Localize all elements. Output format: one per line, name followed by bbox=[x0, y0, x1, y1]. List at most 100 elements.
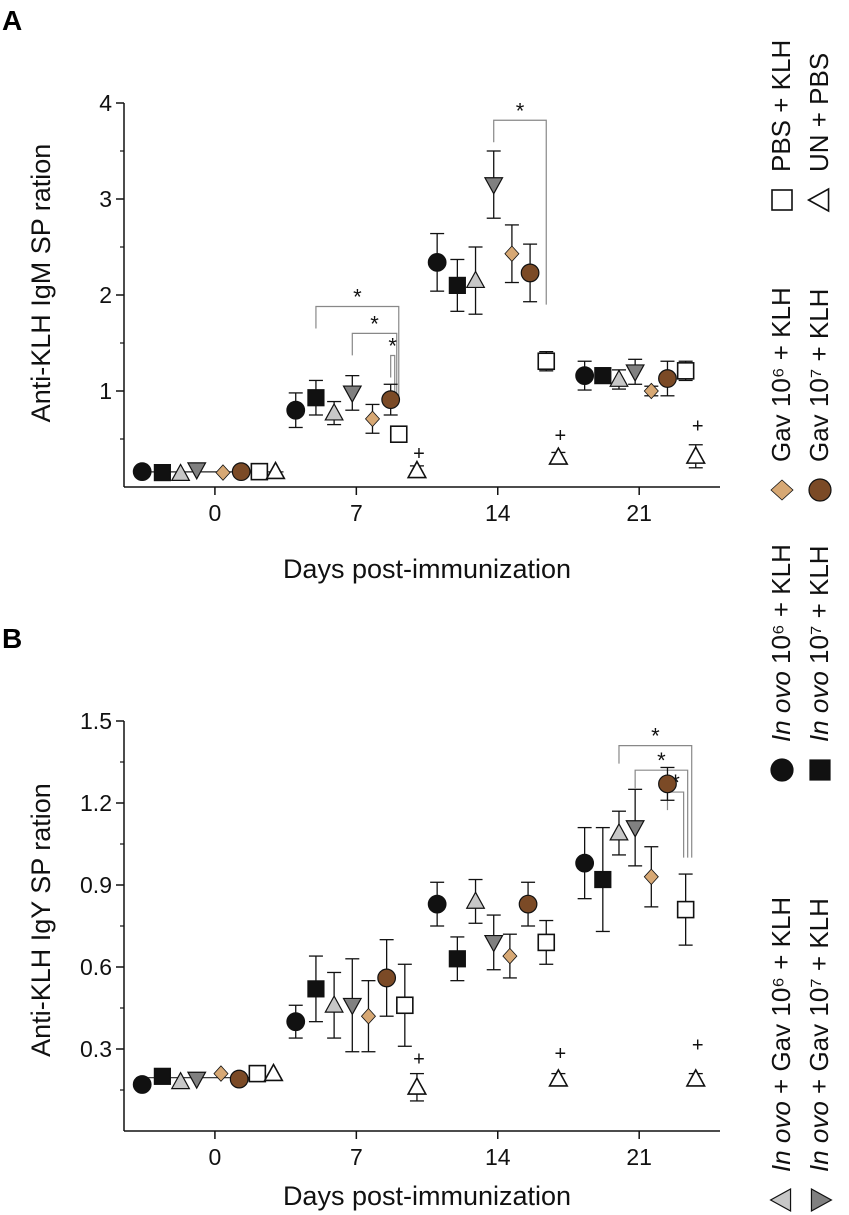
legend-item-inovo6-text: 10⁶ + KLH bbox=[766, 544, 796, 671]
data-point-un bbox=[685, 1068, 706, 1087]
y-tick-label: 0.9 bbox=[80, 872, 112, 898]
data-point-inovo_gav7 bbox=[186, 462, 207, 481]
y-tick-label: 0.6 bbox=[80, 954, 112, 980]
legend-item-pbs-label: PBS + KLH bbox=[766, 40, 796, 172]
y-tick-label: 1 bbox=[99, 378, 112, 404]
x-tick-label: 21 bbox=[626, 1144, 652, 1170]
data-point-pbs bbox=[248, 1064, 267, 1083]
data-point-inovo7 bbox=[307, 389, 325, 407]
legend-item-inovo_gav6-prefix: In ovo bbox=[766, 1101, 796, 1172]
data-point-inovo_gav7 bbox=[483, 177, 504, 195]
data-point-gav6 bbox=[643, 868, 659, 886]
data-point-un bbox=[265, 460, 286, 480]
data-point-pbs bbox=[389, 425, 408, 444]
chart-panel-a: 1 2 3 4 0 7 14 21 Days post-immunization Anti-KLH… bbox=[26, 90, 720, 584]
y-tick-label: 2 bbox=[99, 282, 112, 308]
legend-item-inovo_gav7-text: + Gav 10⁷ + KLH bbox=[804, 898, 834, 1101]
data-point-inovo_gav6 bbox=[465, 270, 486, 289]
data-point-inovo_gav7 bbox=[625, 820, 645, 838]
panel-label-a: A bbox=[2, 5, 22, 36]
significance-star: * bbox=[353, 285, 362, 310]
data-point-inovo6 bbox=[575, 853, 595, 873]
data-point-gav7 bbox=[518, 894, 538, 914]
data-point-inovo_gav7 bbox=[342, 385, 363, 404]
significance-bracket bbox=[666, 791, 685, 858]
legend-item-inovo7-symbol bbox=[809, 759, 831, 781]
significance-star: * bbox=[651, 724, 660, 749]
data-point-inovo_gav6 bbox=[609, 822, 629, 841]
data-point-inovo7 bbox=[448, 950, 466, 968]
data-point-inovo6 bbox=[575, 366, 595, 386]
plus-mark: + bbox=[692, 1035, 704, 1057]
data-point-inovo6 bbox=[286, 1012, 306, 1032]
data-point-gav6 bbox=[215, 464, 231, 481]
data-point-un bbox=[548, 1068, 569, 1087]
panel-label-b: B bbox=[2, 623, 22, 654]
data-point-inovo7 bbox=[153, 464, 171, 482]
y-tick-label: 1.5 bbox=[80, 708, 112, 734]
data-point-inovo6 bbox=[427, 252, 447, 272]
legend-item-inovo_gav6-symbol bbox=[769, 1187, 792, 1213]
legend-item-inovo_gav7-marker bbox=[810, 1187, 833, 1213]
y-axis-label: Anti-KLH IgM SP ration bbox=[26, 144, 56, 423]
data-point-gav7 bbox=[658, 774, 677, 794]
x-axis-label: Days post-immunization bbox=[283, 554, 571, 584]
data-point-inovo6 bbox=[132, 462, 152, 482]
legend-item-un-text: UN + PBS bbox=[804, 53, 834, 172]
data-point-inovo7 bbox=[594, 870, 612, 889]
legend-item-un-label: UN + PBS bbox=[804, 53, 834, 172]
data-point-gav6 bbox=[360, 1007, 377, 1025]
chart-panel-b: 0.3 0.6 0.9 1.2 1.5 0 7 14 21 Days post-immunizat… bbox=[26, 708, 720, 1211]
data-point-gav6 bbox=[502, 947, 518, 965]
legend-item-inovo6-prefix: In ovo bbox=[766, 671, 796, 742]
data-point-gav7 bbox=[231, 462, 251, 482]
data-point-inovo_gav7 bbox=[186, 1071, 207, 1090]
plus-mark: + bbox=[692, 415, 704, 437]
legend-item-inovo6-label: In ovo 10⁶ + KLH bbox=[766, 544, 796, 742]
legend-item-inovo_gav7-prefix: In ovo bbox=[804, 1101, 834, 1172]
data-point-pbs bbox=[537, 933, 556, 952]
data-point-inovo_gav6 bbox=[324, 994, 344, 1013]
x-tick-label: 0 bbox=[209, 500, 222, 526]
significance-bracket bbox=[493, 119, 547, 305]
legend-item-gav6-label: Gav 10⁶ + KLH bbox=[766, 287, 796, 462]
significance-star: * bbox=[388, 333, 397, 358]
x-tick-label: 7 bbox=[350, 500, 363, 526]
y-tick-label: 0.3 bbox=[80, 1036, 112, 1062]
legend-item-inovo6-symbol bbox=[770, 758, 794, 782]
data-point-inovo_gav7 bbox=[625, 364, 645, 383]
data-point-pbs bbox=[250, 462, 269, 481]
data-point-gav7 bbox=[381, 390, 401, 410]
legend-item-inovo7-marker bbox=[809, 759, 831, 781]
data-point-gav6 bbox=[504, 245, 520, 263]
legend-item-gav6-text: Gav 10⁶ + KLH bbox=[766, 287, 796, 462]
data-point-inovo7 bbox=[153, 1067, 171, 1085]
data-point-un bbox=[685, 445, 706, 464]
legend-item-gav6-symbol bbox=[770, 479, 794, 501]
significance-bracket bbox=[618, 745, 693, 858]
legend-item-gav7-symbol bbox=[808, 478, 832, 502]
data-point-inovo_gav6 bbox=[465, 891, 486, 909]
data-point-inovo7 bbox=[448, 276, 466, 294]
legend-item-inovo_gav7-symbol bbox=[810, 1187, 833, 1213]
legend-item-inovo_gav6-text: + Gav 10⁶ + KLH bbox=[766, 897, 796, 1101]
legend-item-pbs-marker bbox=[771, 189, 793, 211]
data-point-inovo6 bbox=[427, 894, 447, 914]
y-tick-label: 1.2 bbox=[80, 790, 112, 816]
data-point-inovo_gav6 bbox=[324, 402, 344, 421]
legend-item-gav7-text: Gav 10⁷ + KLH bbox=[804, 289, 834, 462]
data-point-inovo6 bbox=[132, 1075, 152, 1094]
legend-item-gav7-marker bbox=[808, 478, 832, 502]
significance-bracket bbox=[351, 332, 398, 401]
legend-item-gav7-label: Gav 10⁷ + KLH bbox=[804, 289, 834, 462]
data-point-gav6 bbox=[643, 382, 659, 400]
plus-mark: + bbox=[413, 1048, 425, 1070]
legend-item-inovo7-text: 10⁷ + KLH bbox=[804, 545, 834, 671]
data-point-inovo7 bbox=[307, 980, 325, 998]
y-axis-label: Anti-KLH IgY SP ration bbox=[26, 783, 56, 1057]
data-point-inovo_gav7 bbox=[483, 934, 504, 953]
significance-star: * bbox=[657, 748, 666, 773]
legend-item-un-symbol bbox=[806, 187, 830, 213]
data-point-inovo_gav6 bbox=[170, 463, 191, 481]
